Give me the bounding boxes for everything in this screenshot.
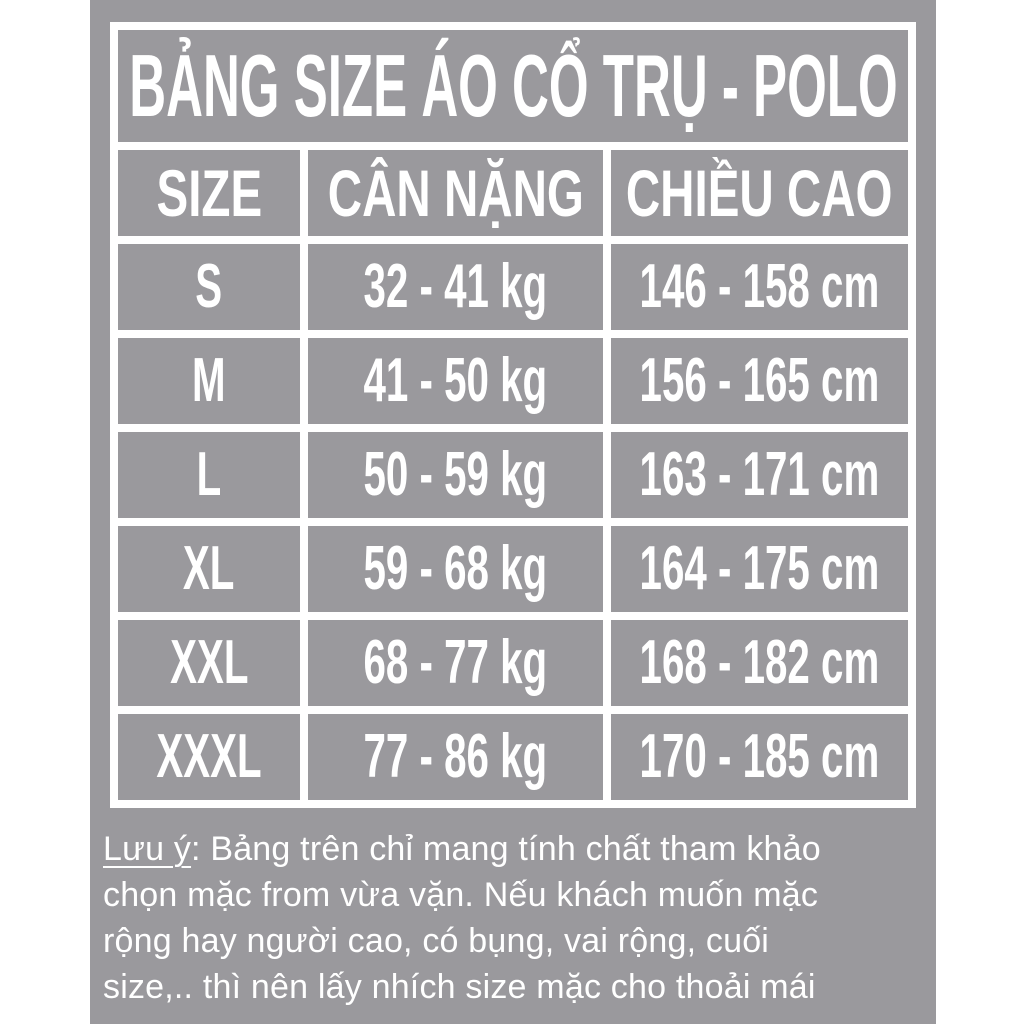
cell-height-xxxl: 170 - 185 cm bbox=[611, 714, 908, 800]
cell-height-s: 146 - 158 cm bbox=[611, 244, 908, 330]
size-table: BẢNG SIZE ÁO CỔ TRỤ - POLO SIZE CÂN NẶNG… bbox=[110, 22, 916, 808]
column-header-size: SIZE bbox=[118, 150, 300, 236]
note-line-2: chọn mặc from vừa vặn. Nếu khách muốn mặ… bbox=[103, 876, 819, 914]
cell-size-xl: XL bbox=[118, 526, 300, 612]
column-header-weight: CÂN NẶNG bbox=[308, 150, 603, 236]
table-title: BẢNG SIZE ÁO CỔ TRỤ - POLO bbox=[118, 30, 908, 142]
cell-weight-xxxl: 77 - 86 kg bbox=[308, 714, 603, 800]
cell-weight-xxl: 68 - 77 kg bbox=[308, 620, 603, 706]
cell-height-xl: 164 - 175 cm bbox=[611, 526, 908, 612]
note-line-1-text: : Bảng trên chỉ mang tính chất tham khảo bbox=[191, 830, 821, 868]
cell-weight-xl: 59 - 68 kg bbox=[308, 526, 603, 612]
size-note: Lưu ý: Bảng trên chỉ mang tính chất tham… bbox=[103, 826, 925, 1010]
cell-height-l: 163 - 171 cm bbox=[611, 432, 908, 518]
note-label: Lưu ý bbox=[103, 830, 192, 868]
cell-size-xxxl: XXXL bbox=[118, 714, 300, 800]
cell-weight-m: 41 - 50 kg bbox=[308, 338, 603, 424]
cell-weight-l: 50 - 59 kg bbox=[308, 432, 603, 518]
column-header-height: CHIỀU CAO bbox=[611, 150, 908, 236]
note-line-1: Lưu ý: Bảng trên chỉ mang tính chất tham… bbox=[103, 826, 925, 872]
cell-height-xxl: 168 - 182 cm bbox=[611, 620, 908, 706]
note-line-3: rộng hay người cao, có bụng, vai rộng, c… bbox=[103, 922, 770, 960]
cell-size-m: M bbox=[118, 338, 300, 424]
note-line-4: size,.. thì nên lấy nhích size mặc cho t… bbox=[103, 968, 816, 1006]
table-title-text: BẢNG SIZE ÁO CỔ TRỤ - POLO bbox=[128, 36, 898, 135]
cell-size-s: S bbox=[118, 244, 300, 330]
cell-height-m: 156 - 165 cm bbox=[611, 338, 908, 424]
cell-size-xxl: XXL bbox=[118, 620, 300, 706]
cell-weight-s: 32 - 41 kg bbox=[308, 244, 603, 330]
size-chart-poster: BẢNG SIZE ÁO CỔ TRỤ - POLO SIZE CÂN NẶNG… bbox=[90, 0, 936, 1024]
cell-size-l: L bbox=[118, 432, 300, 518]
